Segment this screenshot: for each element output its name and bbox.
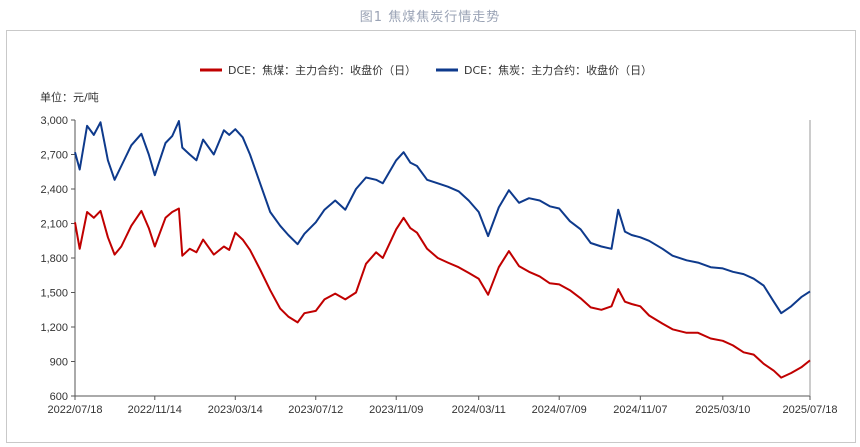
y-tick-label: 1,500 [40, 288, 68, 300]
x-tick-label: 2023/07/12 [288, 404, 343, 416]
y-tick-label: 1,200 [40, 322, 68, 334]
y-tick-label: 1,800 [40, 253, 68, 265]
plot-area [74, 120, 811, 379]
legend: DCE：焦煤：主力合约：收盘价（日） DCE：焦炭：主力合约：收盘价（日） [200, 63, 652, 77]
y-tick-label: 3,000 [40, 115, 68, 127]
axes: 600 900 1,200 1,500 1,800 2,100 2,400 2,700 3,00… [40, 115, 837, 416]
y-tick-label: 2,400 [40, 184, 68, 196]
series-line-coke [74, 120, 811, 315]
x-tick-label: 2025/07/18 [782, 404, 837, 416]
chart-frame [6, 30, 856, 443]
unit-label: 单位：元/吨 [40, 90, 99, 104]
figure-title: 图1 焦煤焦炭行情走势 [359, 10, 501, 25]
y-tick-label: 2,700 [40, 150, 68, 162]
legend-label-coke: DCE：焦炭：主力合约：收盘价（日） [464, 63, 652, 77]
x-tick-label: 2024/03/11 [452, 404, 506, 416]
x-tick-label: 2024/11/07 [613, 404, 667, 416]
x-tick-label: 2022/11/14 [128, 404, 182, 416]
series-line-coking-coal [74, 207, 811, 379]
legend-label-coking-coal: DCE：焦煤：主力合约：收盘价（日） [228, 63, 416, 77]
y-tick-label: 2,100 [40, 219, 68, 231]
y-tick-label: 600 [50, 391, 68, 403]
x-tick-label: 2025/03/10 [695, 404, 750, 416]
x-tick-label: 2022/07/18 [47, 404, 102, 416]
x-tick-label: 2023/11/09 [369, 404, 423, 416]
x-tick-label: 2023/03/14 [208, 404, 263, 416]
y-tick-label: 900 [50, 357, 68, 369]
x-tick-label: 2024/07/09 [532, 404, 587, 416]
